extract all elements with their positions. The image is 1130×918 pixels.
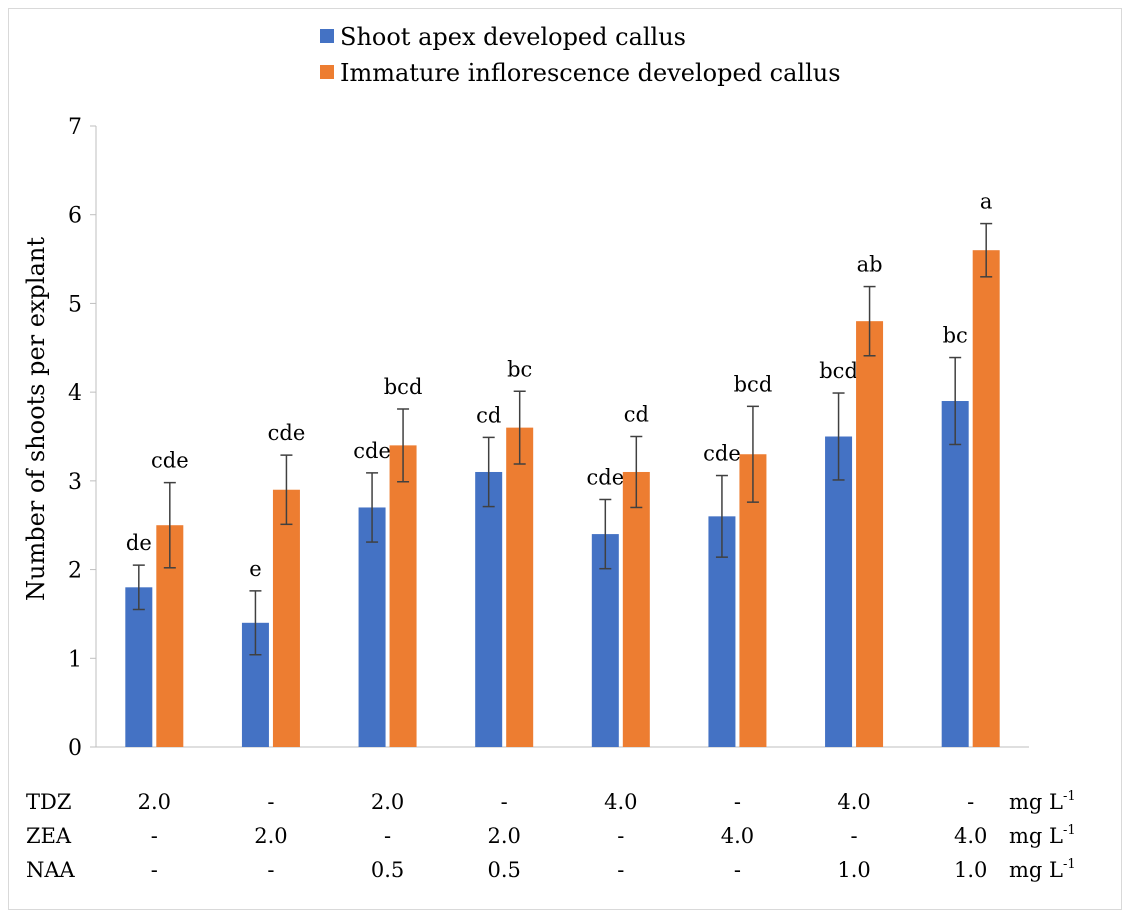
treatment-row-name: NAA	[26, 858, 76, 882]
treatment-value: 2.0	[138, 790, 171, 814]
treatment-value: 2.0	[254, 824, 287, 848]
y-tick-label: 7	[68, 115, 82, 140]
treatment-value: 2.0	[371, 790, 404, 814]
shoot-apex-bar	[941, 401, 969, 747]
bar-chart: Shoot apex developed callus Immature infl…	[22, 23, 1076, 882]
treatment-value: -	[151, 858, 158, 882]
shoot-apex-bar	[125, 587, 153, 747]
significance-label: de	[126, 531, 152, 555]
treatment-value: 2.0	[487, 824, 520, 848]
shoot-apex-bar	[475, 471, 503, 747]
significance-label: bcd	[384, 375, 423, 399]
unit-superscript: -1	[1063, 823, 1076, 838]
treatment-value: -	[151, 824, 158, 848]
treatment-value: 4.0	[954, 824, 987, 848]
chart-frame: Shoot apex developed callus Immature infl…	[8, 8, 1122, 910]
significance-label: bc	[943, 324, 968, 348]
inflorescence-bar	[622, 471, 650, 747]
y-tick-label: 0	[68, 736, 82, 761]
unit-text: mg L	[1009, 858, 1063, 882]
unit-text: mg L	[1009, 824, 1063, 848]
inflorescence-bar	[739, 454, 767, 747]
significance-label: cde	[353, 439, 391, 463]
treatment-value: 0.5	[487, 858, 520, 882]
treatment-value: -	[617, 824, 624, 848]
shoot-apex-bar	[591, 534, 619, 747]
treatment-value: -	[501, 790, 508, 814]
significance-label: cde	[268, 421, 306, 445]
treatment-value: 0.5	[371, 858, 404, 882]
unit-label: mg L-1	[1009, 823, 1076, 848]
axes: 0 1 2 3 4 5 6 7	[68, 115, 1029, 761]
significance-label: cde	[703, 442, 741, 466]
treatment-value: 1.0	[837, 858, 870, 882]
y-tick-label: 4	[68, 381, 82, 406]
significance-label: bcd	[819, 359, 858, 383]
inflorescence-bar	[506, 427, 534, 747]
y-tick-label: 3	[68, 470, 82, 495]
legend-label: Immature inflorescence developed callus	[340, 59, 841, 87]
treatment-value: -	[734, 790, 741, 814]
treatment-value: -	[734, 858, 741, 882]
unit-text: mg L	[1009, 790, 1063, 814]
treatment-value: 1.0	[954, 858, 987, 882]
significance-label: cde	[586, 465, 624, 489]
significance-label: bc	[507, 357, 532, 381]
inflorescence-bar	[272, 489, 300, 747]
treatment-value: 4.0	[837, 790, 870, 814]
unit-label: mg L-1	[1009, 857, 1076, 882]
shoot-apex-bar	[358, 507, 386, 747]
y-tick-label: 1	[68, 647, 82, 672]
legend-swatch	[320, 65, 334, 79]
unit-label: mg L-1	[1009, 789, 1076, 814]
treatment-value: -	[851, 824, 858, 848]
legend: Shoot apex developed callus Immature infl…	[320, 23, 841, 87]
treatment-value: -	[267, 790, 274, 814]
inflorescence-bar	[856, 321, 884, 747]
treatment-value: -	[267, 858, 274, 882]
significance-label: cd	[624, 403, 649, 427]
shoot-apex-bar	[825, 436, 853, 747]
treatment-value: -	[967, 790, 974, 814]
treatment-row-name: TDZ	[26, 790, 71, 814]
legend-label: Shoot apex developed callus	[340, 23, 686, 51]
y-tick-label: 6	[68, 204, 82, 229]
treatment-value: -	[617, 858, 624, 882]
unit-superscript: -1	[1063, 857, 1076, 872]
treatment-row-name: ZEA	[26, 824, 72, 848]
significance-label: a	[980, 190, 993, 214]
treatment-value: 4.0	[721, 824, 754, 848]
significance-label: cde	[151, 449, 189, 473]
significance-label: e	[249, 557, 261, 581]
treatment-value: 4.0	[604, 790, 637, 814]
significance-label: bcd	[734, 372, 773, 396]
significance-label: cd	[476, 403, 501, 427]
y-tick-label: 2	[68, 559, 82, 584]
inflorescence-bar	[389, 445, 417, 747]
treatment-value: -	[384, 824, 391, 848]
y-tick-label: 5	[68, 292, 82, 317]
inflorescence-bar	[972, 250, 1000, 747]
y-axis-label: Number of shoots per explant	[22, 237, 50, 601]
legend-swatch	[320, 29, 334, 43]
unit-superscript: -1	[1063, 789, 1076, 804]
significance-label: ab	[857, 253, 883, 277]
